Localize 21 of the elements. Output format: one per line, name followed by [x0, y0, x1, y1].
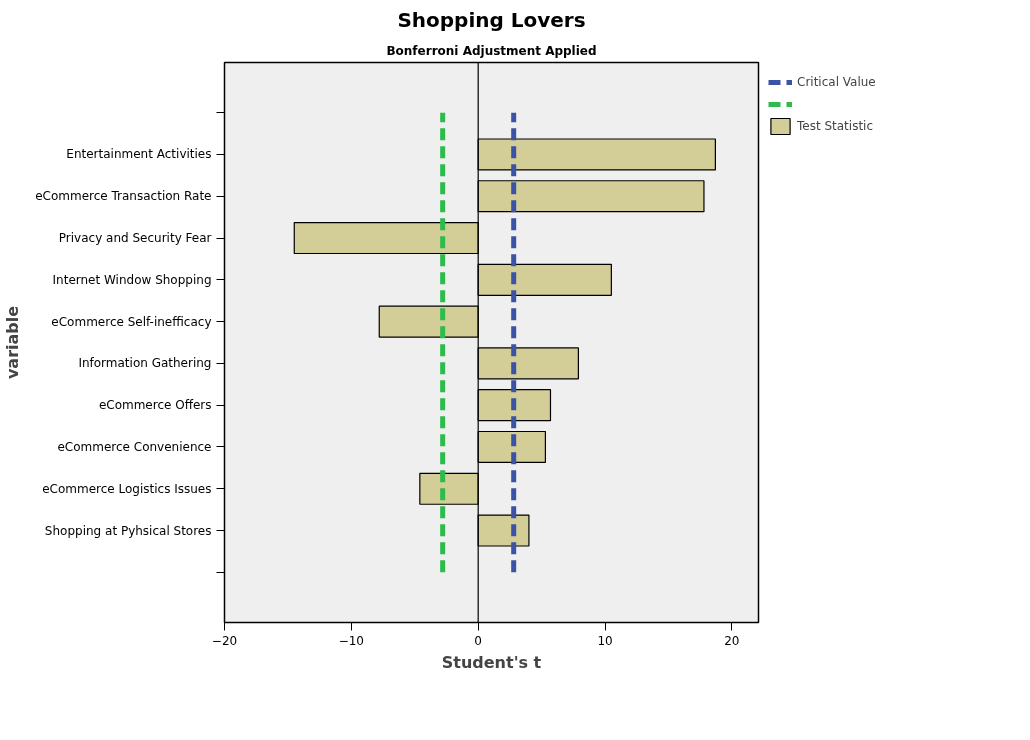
- y-tick-label: Privacy and Security Fear: [58, 231, 212, 246]
- x-tick-label: 0: [474, 633, 482, 648]
- x-axis-title: Student's t: [441, 652, 542, 672]
- x-tick-label: 10: [597, 633, 613, 648]
- y-tick-label: Information Gathering: [78, 356, 212, 371]
- x-tick-label: −20: [211, 633, 238, 648]
- chart-title: Shopping Lovers: [397, 7, 586, 32]
- chart-subtitle: Bonferroni Adjustment Applied: [386, 43, 597, 58]
- y-tick-label: eCommerce Self-inefficacy: [51, 314, 212, 329]
- y-axis-title: variable: [3, 305, 23, 380]
- y-tick-label: eCommerce Transaction Rate: [35, 189, 212, 204]
- legend-label: Test Statistic: [797, 119, 874, 133]
- x-tick-label: −10: [338, 633, 365, 648]
- x-tick-label: 20: [724, 633, 740, 648]
- y-tick-label: eCommerce Offers: [98, 398, 212, 413]
- y-tick-label: eCommerce Logistics Issues: [42, 481, 212, 496]
- y-tick-label: Internet Window Shopping: [52, 272, 212, 287]
- y-tick-label: eCommerce Convenience: [57, 439, 212, 454]
- y-tick-label: Shopping at Pyhsical Stores: [44, 523, 212, 538]
- legend-label: Critical Value: [797, 75, 876, 89]
- y-tick-label: Entertainment Activities: [66, 147, 212, 162]
